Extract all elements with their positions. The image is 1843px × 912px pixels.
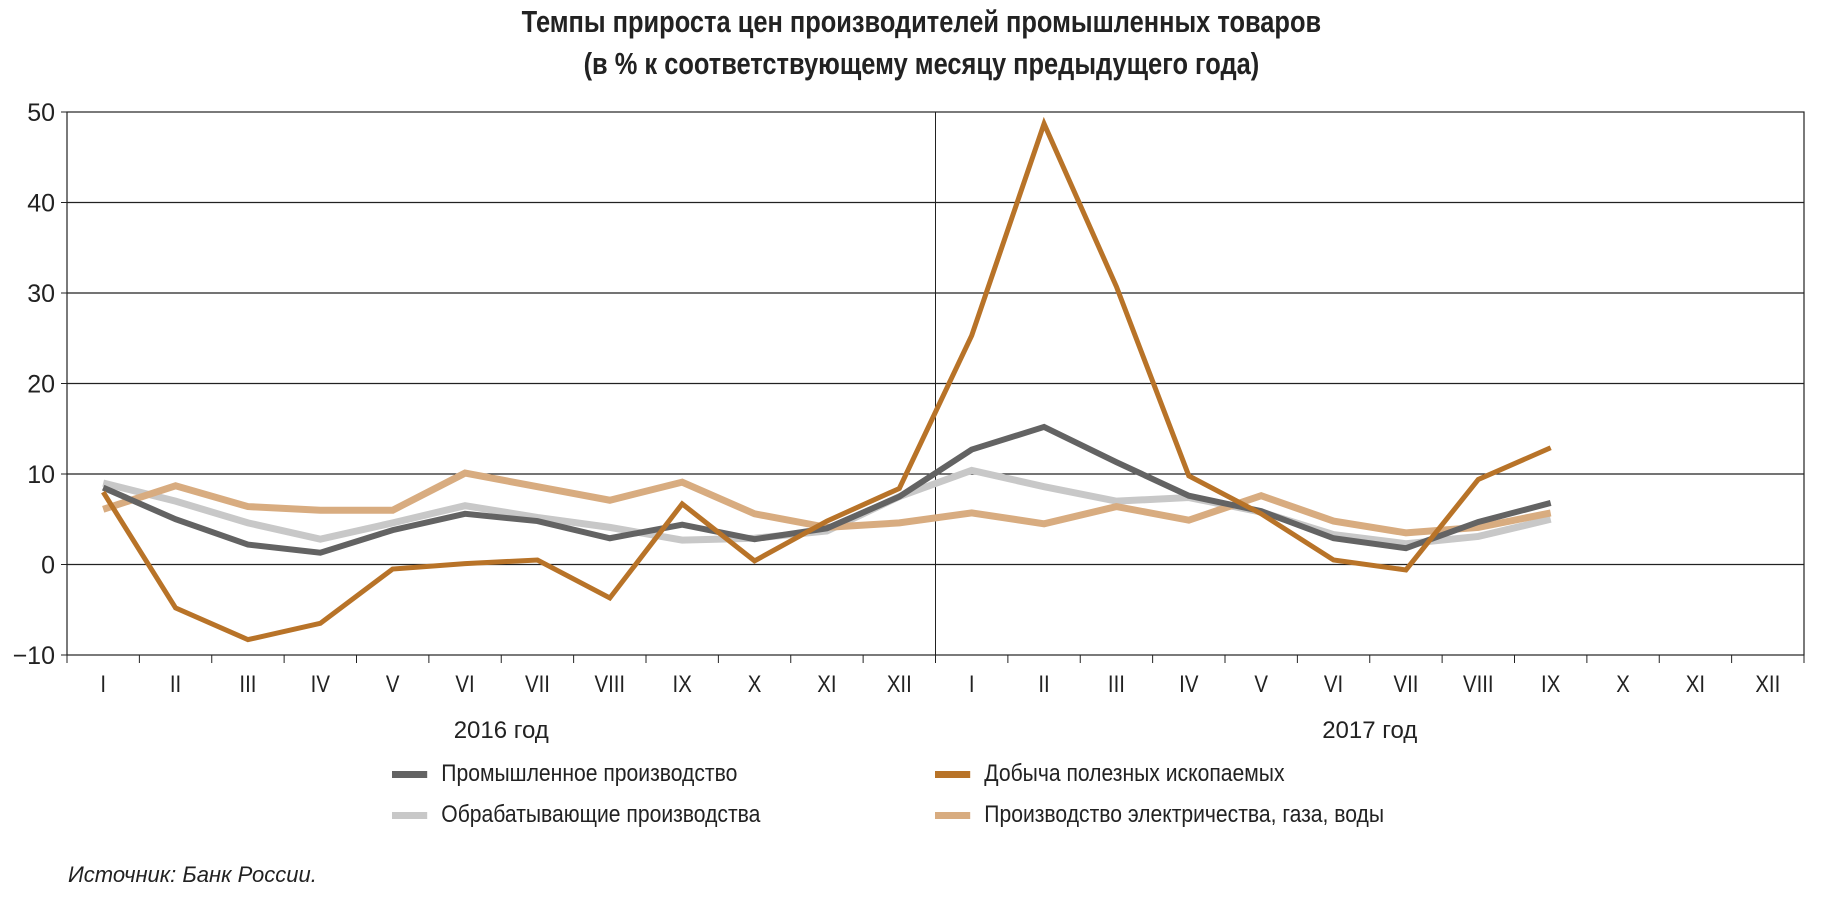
legend-label: Производство электричества, газа, воды (984, 801, 1385, 828)
series-line-3 (101, 116, 1552, 643)
source-note: Источник: Банк России. (68, 862, 317, 887)
x-tick-label: I (969, 670, 975, 697)
x-tick-label: VIII (595, 670, 626, 697)
x-tick-label: VIII (1463, 670, 1494, 697)
y-tick-label: 0 (41, 552, 55, 580)
year-label: 2017 год (1322, 717, 1417, 744)
legend-swatch (935, 811, 971, 819)
x-tick-label: IV (1179, 670, 1198, 697)
x-tick-label: XI (817, 670, 836, 697)
y-tick-label: 30 (27, 280, 55, 308)
x-tick-label: VI (455, 670, 474, 697)
x-tick-label: V (386, 670, 400, 697)
y-tick-label: 50 (27, 99, 55, 127)
legend-item-industrial: Промышленное производство (392, 760, 737, 788)
legend-label: Промышленное производство (441, 760, 738, 787)
x-tick-label: X (1616, 670, 1630, 697)
x-tick-label: IX (1541, 670, 1560, 697)
year-label: 2016 год (454, 717, 549, 744)
chart-title: Темпы прироста цен производителей промыш… (521, 4, 1322, 39)
x-tick-label: III (239, 670, 256, 697)
legend-item-mining: Добыча полезных ископаемых (935, 760, 1285, 788)
x-tick-label: IX (673, 670, 692, 697)
legend-swatch (392, 811, 428, 819)
x-tick-label: II (1038, 670, 1049, 697)
x-tick-label: VI (1324, 670, 1343, 697)
x-tick-label: III (1108, 670, 1125, 697)
y-tick-label: −10 (13, 642, 55, 670)
x-tick-label: XII (1755, 670, 1780, 697)
x-tick-label: V (1254, 670, 1268, 697)
y-tick-label: 20 (27, 371, 55, 399)
legend-item-manufacturing: Обрабатывающие производства (392, 801, 760, 829)
legend-swatch (392, 770, 428, 778)
x-tick-label: XII (887, 670, 912, 697)
x-tick-label: VII (1393, 670, 1418, 697)
legend-item-utilities: Производство электричества, газа, воды (935, 801, 1384, 829)
x-tick-label: IV (311, 670, 330, 697)
x-tick-label: X (748, 670, 762, 697)
x-tick-label: VII (525, 670, 550, 697)
legend-label: Добыча полезных ископаемых (984, 760, 1285, 787)
x-tick-label: XI (1686, 670, 1705, 697)
y-tick-label: 10 (27, 461, 55, 489)
legend-swatch (935, 770, 971, 778)
x-tick-label: I (100, 670, 106, 697)
legend-label: Обрабатывающие производства (441, 801, 761, 828)
chart-subtitle: (в % к соответствующему месяцу предыдуще… (583, 46, 1260, 81)
y-tick-label: 40 (27, 190, 55, 218)
x-tick-label: II (170, 670, 181, 697)
